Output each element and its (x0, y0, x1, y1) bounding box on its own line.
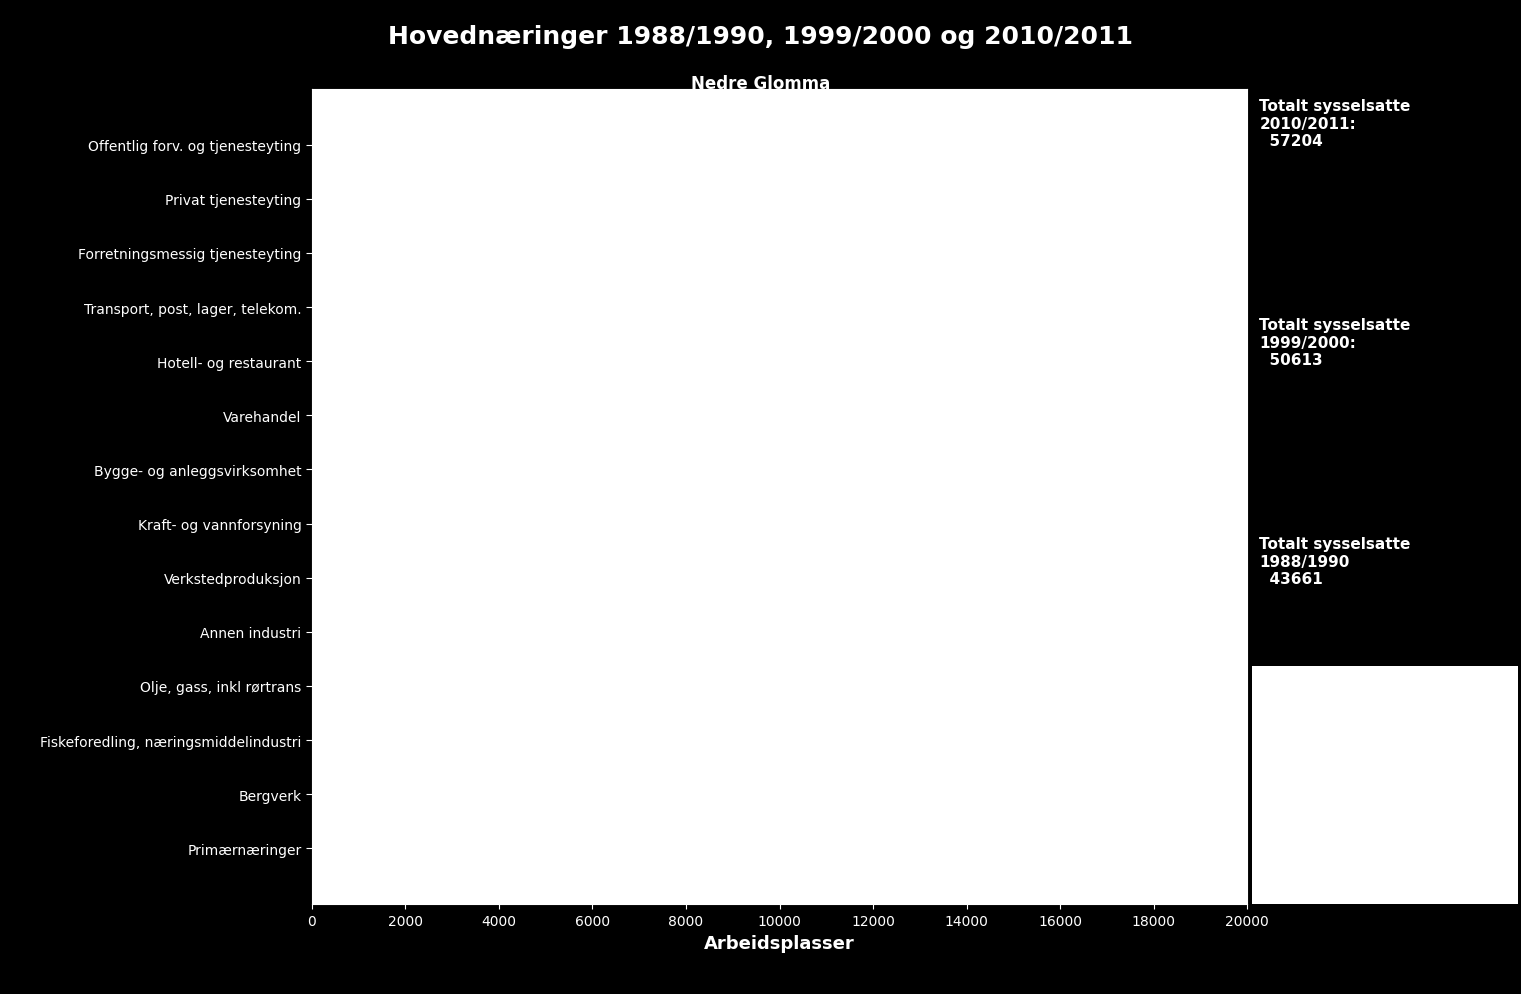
Bar (312, 343, 1247, 381)
Bar (312, 397, 1247, 434)
Bar (312, 830, 1247, 868)
Bar (312, 613, 1247, 651)
Bar (312, 451, 1247, 489)
Bar (312, 505, 1247, 543)
X-axis label: Arbeidsplasser: Arbeidsplasser (704, 933, 855, 952)
Bar (312, 722, 1247, 759)
Text: Totalt sysselsatte
1988/1990
  43661: Totalt sysselsatte 1988/1990 43661 (1259, 537, 1411, 586)
Bar (312, 126, 1247, 164)
Bar (312, 181, 1247, 219)
Bar (312, 667, 1247, 705)
Bar (312, 560, 1247, 597)
Text: Totalt sysselsatte
1999/2000:
  50613: Totalt sysselsatte 1999/2000: 50613 (1259, 318, 1411, 368)
Bar (312, 775, 1247, 813)
Bar (312, 235, 1247, 272)
Text: Hovednæringer 1988/1990, 1999/2000 og 2010/2011: Hovednæringer 1988/1990, 1999/2000 og 20… (388, 25, 1133, 49)
Text: Totalt sysselsatte
2010/2011:
  57204: Totalt sysselsatte 2010/2011: 57204 (1259, 99, 1411, 149)
Text: Nedre Glomma: Nedre Glomma (691, 75, 830, 92)
Bar (312, 289, 1247, 327)
